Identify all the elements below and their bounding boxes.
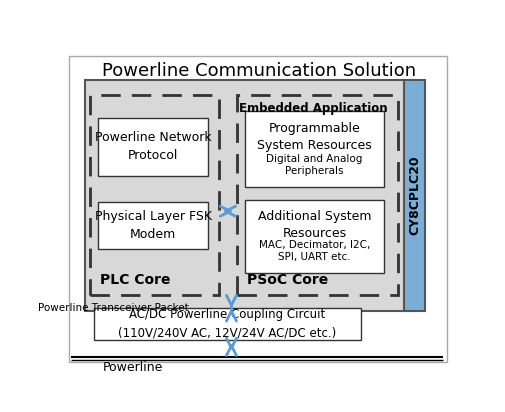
Bar xyxy=(245,111,384,187)
Text: MAC, Decimator, I2C,
SPI, UART etc.: MAC, Decimator, I2C, SPI, UART etc. xyxy=(259,240,370,262)
Text: Embedded Application: Embedded Application xyxy=(239,102,388,115)
Text: Powerline: Powerline xyxy=(102,361,163,374)
Bar xyxy=(98,118,208,176)
Bar xyxy=(245,200,384,273)
Text: Powerline Network
Protocol: Powerline Network Protocol xyxy=(95,131,212,162)
Text: PSoC Core: PSoC Core xyxy=(247,274,328,288)
Text: Programmable
System Resources: Programmable System Resources xyxy=(257,122,372,152)
Text: Digital and Analog
Peripherals: Digital and Analog Peripherals xyxy=(267,154,363,176)
Bar xyxy=(90,96,219,295)
Text: Additional System
Resources: Additional System Resources xyxy=(258,210,371,239)
Text: AC/DC Powerline Coupling Circuit
(110V/240V AC, 12V/24V AC/DC etc.): AC/DC Powerline Coupling Circuit (110V/2… xyxy=(118,308,337,339)
Bar xyxy=(85,80,415,311)
Bar xyxy=(405,80,425,311)
Bar xyxy=(237,96,398,295)
Text: Powerline Communication Solution: Powerline Communication Solution xyxy=(102,62,416,80)
Bar xyxy=(98,202,208,249)
Text: CY8CPLC20: CY8CPLC20 xyxy=(408,156,421,235)
Text: PLC Core: PLC Core xyxy=(99,274,170,288)
Bar xyxy=(94,308,361,340)
Text: Powerline Transceiver Packet: Powerline Transceiver Packet xyxy=(37,303,188,313)
Text: Physical Layer FSK
Modem: Physical Layer FSK Modem xyxy=(94,210,212,241)
